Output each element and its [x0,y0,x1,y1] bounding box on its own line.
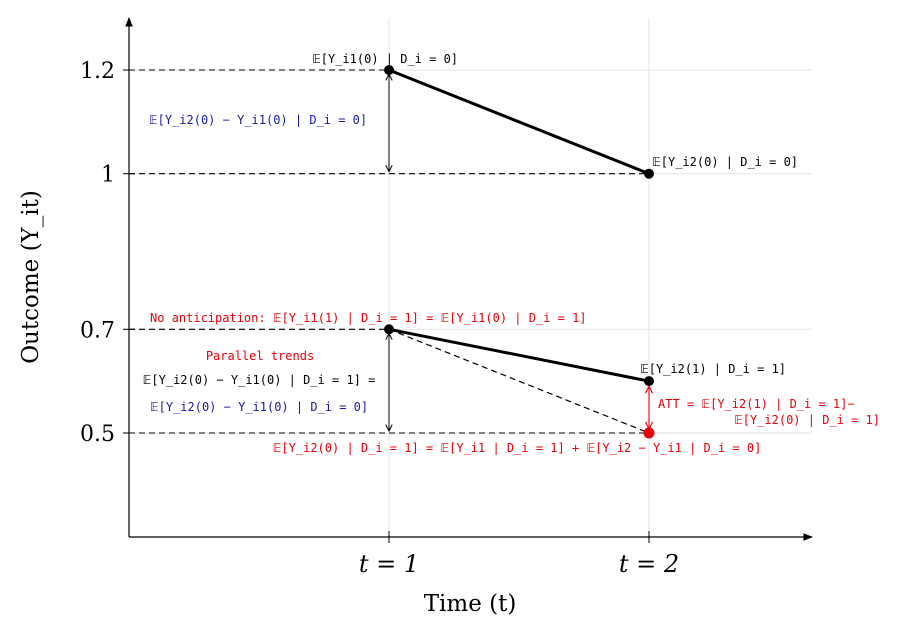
label-parallel-trends-lhs: 𝔼[Y_i2(0) − Y_i1(0) | D_i = 1] = [143,373,376,387]
label-control-t2: 𝔼[Y_i2(0) | D_i = 0] [652,155,798,169]
label-control-t1: 𝔼[Y_i1(0) | D_i = 0] [312,52,458,66]
label-att-line2: 𝔼[Y_i2(0) | D_i = 1] [734,413,880,427]
x-tick-label-1: t = 2 [619,550,679,578]
series-line-1 [388,327,650,383]
series-line-2 [388,328,650,434]
data-point-1 [644,168,654,179]
data-point-0 [384,65,394,75]
data-point-3 [644,376,654,387]
label-parallel-trends-rhs: 𝔼[Y_i2(0) − Y_i1(0) | D_i = 0] [150,400,368,414]
label-control-trend: 𝔼[Y_i2(0) − Y_i1(0) | D_i = 0] [149,113,367,127]
label-treated-t2: 𝔼[Y_i2(1) | D_i = 1] [640,362,786,376]
y-tick-label-0: 0.5 [80,422,115,447]
label-att-line1: ATT = 𝔼[Y_i2(1) | D_i = 1]− [658,397,855,411]
series-line-0 [388,68,650,176]
y-axis-label: Outcome (Y_it) [18,190,44,364]
counterfactual-point [643,427,655,439]
label-no-anticipation: No anticipation: 𝔼[Y_i1(1) | D_i = 1] = … [150,311,587,325]
y-tick-label-1: 0.7 [80,318,115,343]
label-counterfactual-eq: 𝔼[Y_i2(0) | D_i = 1] = 𝔼[Y_i1 | D_i = 1]… [273,441,762,455]
y-tick-label-3: 1.2 [80,59,115,84]
y-tick-label-2: 1 [101,163,115,188]
data-point-2 [384,324,394,335]
x-axis-label: Time (t) [424,591,517,617]
x-tick-label-0: t = 1 [359,550,419,578]
label-parallel-trends-title: Parallel trends [206,349,314,363]
